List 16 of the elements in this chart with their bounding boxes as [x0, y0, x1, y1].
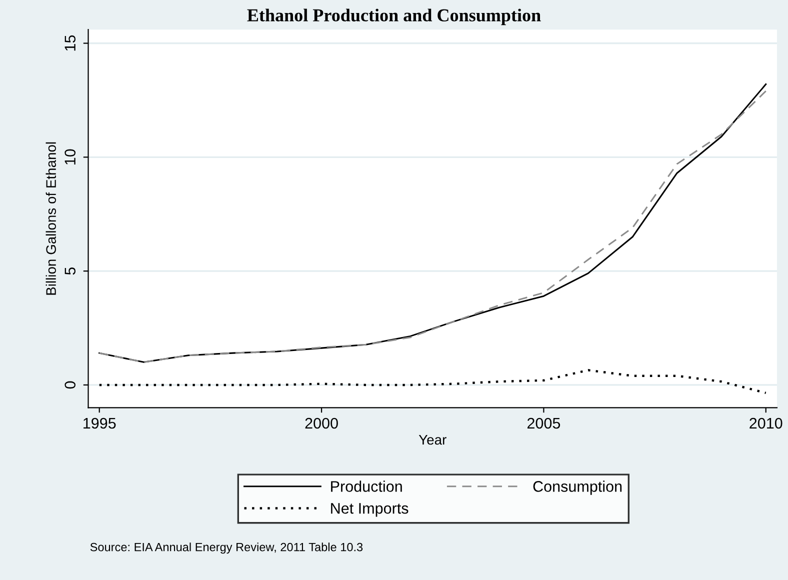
- y-axis-title: Billion Gallons of Ethanol: [46, 142, 56, 295]
- legend-label: Production: [331, 480, 402, 492]
- legend-label: Consumption: [533, 480, 622, 495]
- y-tick-label: 0: [64, 381, 76, 389]
- x-tick-label: 2005: [527, 418, 560, 429]
- x-tick-label: 1995: [84, 418, 116, 429]
- x-axis-title: Year: [418, 434, 446, 445]
- y-tick-label: 5: [64, 267, 76, 275]
- y-tick-label: 15: [64, 35, 76, 51]
- source-note: Source: EIA Annual Energy Review, 2011 Table 10.3: [90, 542, 363, 554]
- x-tick-label: 2000: [305, 418, 338, 429]
- line-series: [98, 369, 767, 394]
- y-tick-label: 10: [64, 149, 76, 164]
- chart-title: Ethanol Production and Consumption: [247, 8, 541, 26]
- x-tick-label: 2010: [750, 418, 782, 429]
- legend-label: Net Imports: [331, 503, 408, 517]
